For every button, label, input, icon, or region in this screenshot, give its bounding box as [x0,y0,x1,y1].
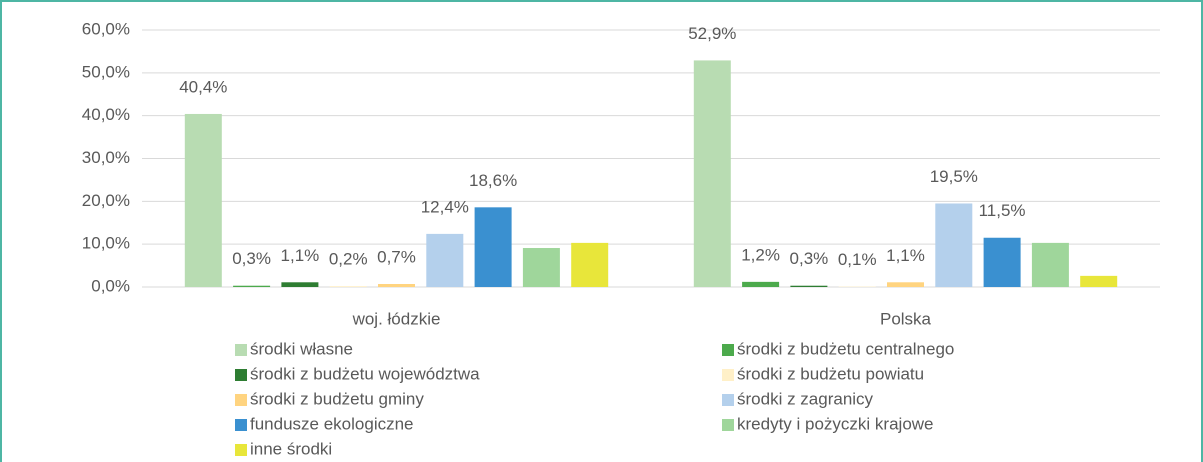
bar [887,282,924,287]
data-label: 0,3% [790,249,829,268]
data-label: 18,6% [469,171,517,190]
legend-label: środki własne [250,339,353,358]
legend-swatch [235,419,247,431]
y-tick-label: 50,0% [82,62,130,81]
bar [522,248,560,287]
y-tick-label: 30,0% [82,148,130,167]
bar [693,60,731,287]
data-label: 19,5% [930,167,978,186]
legend-label: fundusze ekologiczne [250,414,414,433]
data-label: 1,1% [886,246,925,265]
x-tick-label: Polska [880,309,932,328]
y-tick-label: 0,0% [91,276,130,295]
legend-swatch [722,369,734,381]
bar [281,282,319,287]
bar [378,284,415,287]
bar [184,113,222,287]
bar [571,242,609,287]
data-label: 0,7% [377,247,416,266]
legend-swatch [235,394,247,406]
legend-label: środki z budżetu powiatu [737,364,924,383]
bar [983,237,1021,287]
legend-swatch [722,344,734,356]
data-label: 0,3% [232,249,271,268]
legend-swatch [235,444,247,456]
legend-swatch [235,344,247,356]
data-label: 0,2% [329,250,368,269]
bar [935,203,973,287]
legend-label: kredyty i pożyczki krajowe [737,414,934,433]
bar [426,233,464,287]
legend-label: środki z budżetu gminy [250,389,424,408]
data-label: 11,5% [979,201,1026,220]
data-label: 1,2% [741,245,780,264]
bar [329,286,367,287]
bar [790,285,828,287]
bar [1080,275,1118,287]
bar [1031,242,1069,287]
legend-swatch [235,369,247,381]
data-label: 52,9% [688,24,736,43]
x-tick-label: woj. łódzkie [352,309,441,328]
legend-label: środki z zagranicy [737,389,874,408]
bar [233,285,271,287]
legend-label: inne środki [250,439,332,458]
legend-swatch [722,419,734,431]
y-tick-label: 40,0% [82,105,130,124]
data-label: 12,4% [421,197,469,216]
legend-label: środki z budżetu województwa [250,364,480,383]
y-tick-label: 20,0% [82,191,130,210]
y-tick-label: 10,0% [82,234,130,253]
legend-label: środki z budżetu centralnego [737,339,954,358]
legend-swatch [722,394,734,406]
y-tick-label: 60,0% [82,19,130,38]
bar [742,281,780,287]
data-label: 1,1% [281,246,320,265]
data-label: 0,1% [838,250,877,269]
bar [474,207,512,287]
data-label: 40,4% [179,77,227,96]
